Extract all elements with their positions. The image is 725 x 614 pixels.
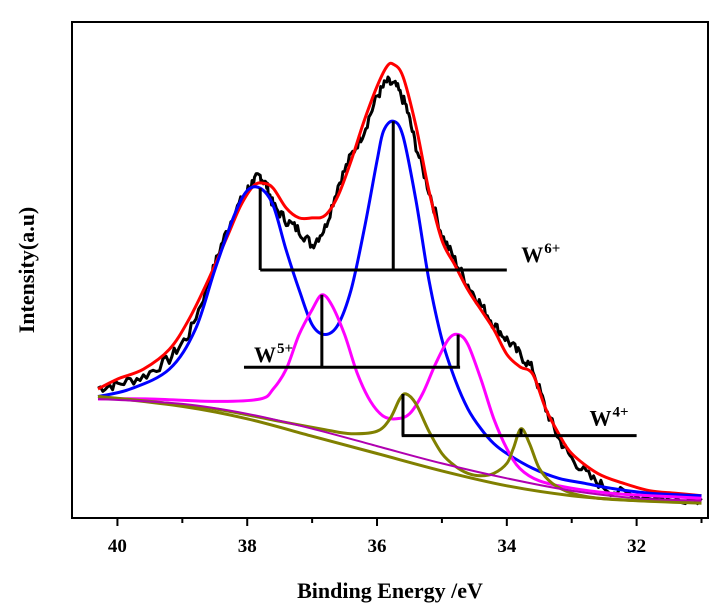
x-tick-label: 34	[497, 536, 517, 557]
y-axis-title: Intensity(a.u)	[14, 207, 39, 334]
annotation-label-2: W4+	[589, 405, 628, 431]
x-tick-label: 40	[108, 536, 127, 557]
annotation-label-1: W5+	[254, 341, 293, 367]
series-layer	[97, 61, 703, 506]
series-line-1	[97, 61, 702, 498]
series-line-2	[97, 119, 702, 498]
series-line-5	[97, 395, 702, 505]
annotation-layer: W6+ W5+ W4+	[243, 121, 637, 438]
series-line-0	[97, 75, 703, 506]
x-axis-title: Binding Energy /eV	[297, 578, 483, 603]
plot-frame	[71, 21, 709, 519]
x-tick-label: 36	[368, 536, 387, 557]
x-tick-label: 38	[238, 536, 257, 557]
x-tick-label: 32	[627, 536, 646, 557]
series-line-6	[97, 398, 702, 502]
tick-layer: 40 38 36 34 32	[108, 518, 703, 557]
annotation-label-0: W6+	[521, 241, 560, 267]
